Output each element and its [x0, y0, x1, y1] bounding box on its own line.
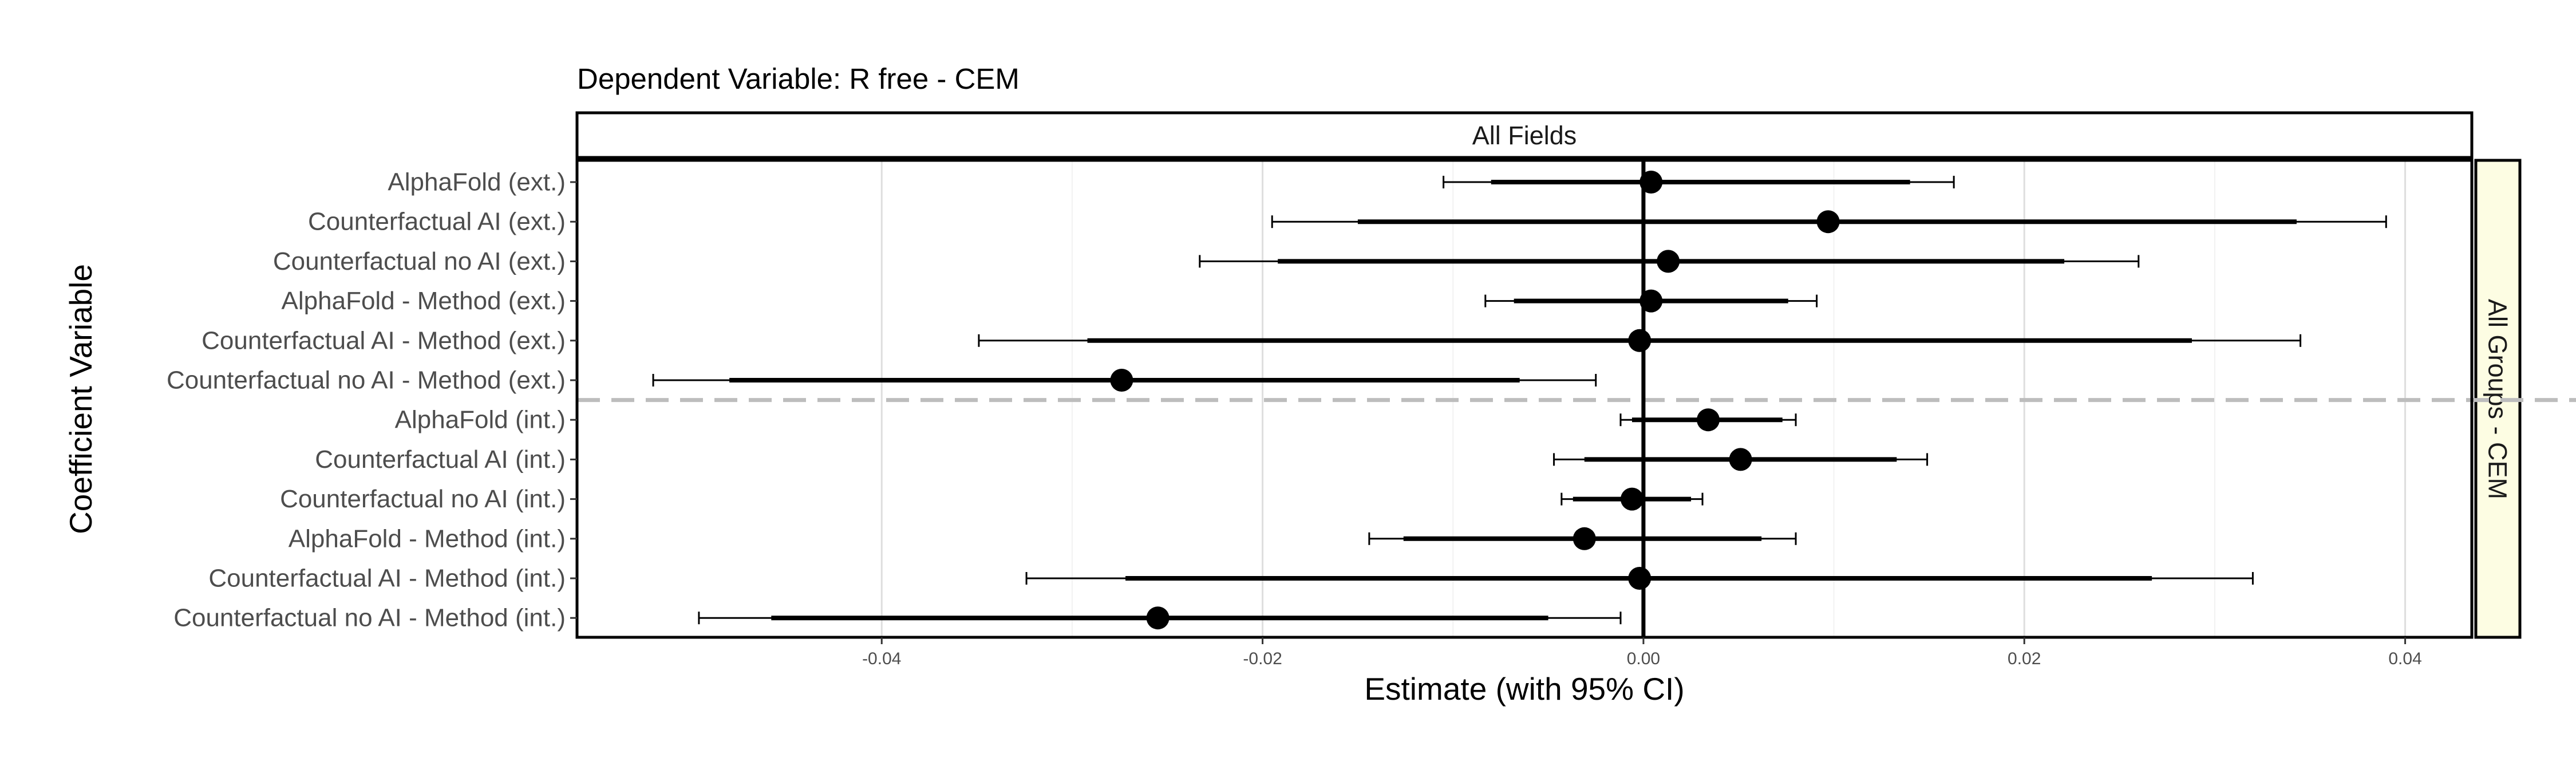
estimate-point	[1110, 369, 1133, 392]
x-tick-label: -0.04	[862, 649, 901, 668]
y-tick-label: Counterfactual AI - Method (int.)	[208, 565, 566, 593]
x-axis: -0.04 -0.02 0.00 0.02 0.04	[862, 637, 2422, 668]
y-tick-label: AlphaFold - Method (int.)	[289, 524, 566, 553]
coefficient-row	[1025, 567, 2254, 590]
estimate-point	[1628, 567, 1652, 590]
y-tick-label: Counterfactual AI (int.)	[315, 445, 566, 474]
coefficient-row	[1560, 487, 1704, 511]
coefficient-row	[1271, 210, 2387, 234]
coefficient-row	[1368, 527, 1797, 550]
coefficient-row	[652, 369, 1597, 392]
plot-panel-border	[575, 159, 2474, 639]
estimate-point	[1639, 171, 1663, 194]
y-tick-label: Counterfactual no AI - Method (int.)	[173, 604, 566, 632]
facet-strip-top-label: All Fields	[1472, 121, 1577, 150]
coefficient-row	[1199, 250, 2140, 273]
y-tick-label: Counterfactual no AI (ext.)	[273, 247, 566, 275]
y-tick-label: Counterfactual AI (ext.)	[308, 208, 566, 236]
estimate-point	[1697, 408, 1720, 432]
coefficient-row	[1484, 289, 1818, 313]
y-axis-title: Coefficient Variable	[63, 264, 98, 534]
coefficient-marks	[652, 171, 2387, 630]
estimate-point	[1657, 250, 1680, 273]
y-tick-label: AlphaFold (int.)	[395, 406, 566, 434]
estimate-point	[1816, 210, 1840, 234]
x-tick-label: -0.02	[1243, 649, 1282, 668]
y-tick-label: AlphaFold (ext.)	[388, 168, 566, 196]
y-tick-label: AlphaFold - Method (ext.)	[282, 287, 566, 315]
y-tick-label: Counterfactual AI - Method (ext.)	[202, 326, 566, 354]
coefficient-row	[978, 329, 2302, 352]
chart-title: Dependent Variable: R free - CEM	[577, 62, 1020, 95]
estimate-point	[1628, 329, 1652, 352]
estimate-point	[1146, 606, 1170, 630]
facet-strip-top	[575, 111, 2474, 159]
coefficient-row	[698, 606, 1622, 630]
estimate-point	[1573, 527, 1596, 550]
coefficient-row	[1553, 448, 1929, 471]
y-tick-label: Counterfactual no AI (int.)	[280, 485, 566, 513]
y-axis-labels: AlphaFold (ext.) Counterfactual AI (ext.)…	[167, 168, 577, 632]
coefficient-row	[1443, 171, 1955, 194]
y-tick-label: Counterfactual no AI - Method (ext.)	[167, 366, 566, 395]
estimate-point	[1639, 289, 1663, 313]
x-tick-label: 0.04	[2388, 649, 2421, 668]
x-tick-label: 0.00	[1627, 649, 1660, 668]
estimate-point	[1620, 487, 1643, 511]
coefficient-row	[1619, 408, 1797, 432]
estimate-point	[1729, 448, 1752, 471]
x-tick-label: 0.02	[2008, 649, 2041, 668]
x-axis-title: Estimate (with 95% CI)	[1364, 671, 1684, 707]
